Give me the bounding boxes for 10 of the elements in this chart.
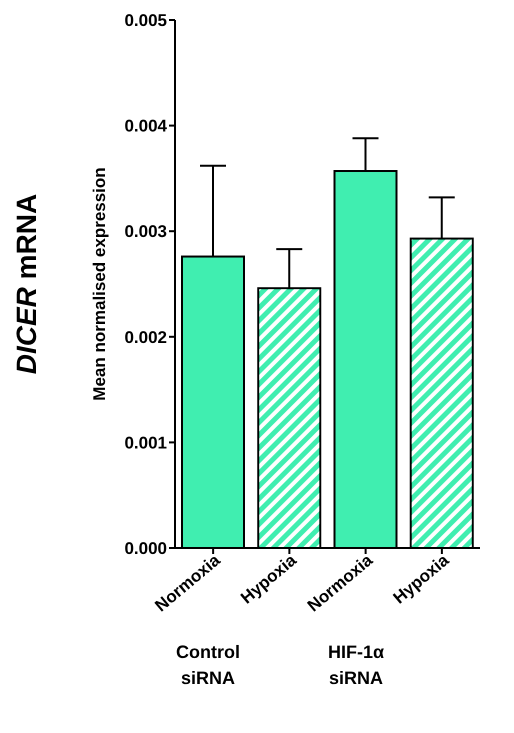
y-tick-label: 0.000: [124, 539, 167, 558]
text: HIF-1α siRNA: [328, 642, 384, 688]
y-tick-label: 0.004: [124, 116, 168, 136]
text: DICER mRNA: [11, 194, 42, 374]
text: Control siRNA: [176, 642, 240, 688]
y-tick-label: 0.001: [124, 433, 167, 452]
y-tick-label: 0.005: [124, 11, 167, 30]
y-axis-title: Mean normalised expression: [90, 167, 110, 401]
y-tick-label: 0.003: [124, 222, 167, 242]
y-tick-label: 0.002: [124, 328, 167, 347]
